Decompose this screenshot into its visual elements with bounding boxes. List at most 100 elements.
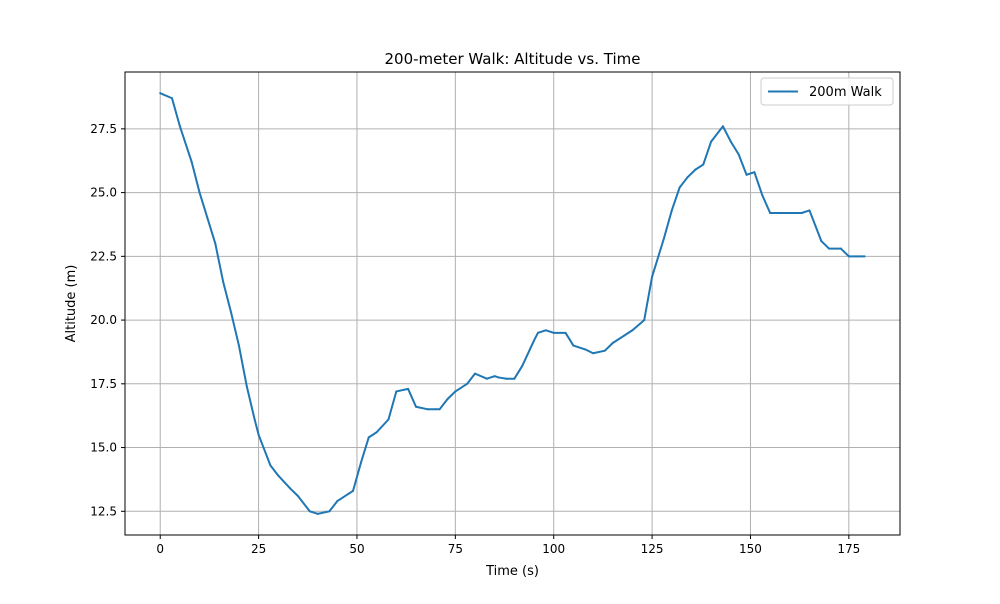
data-point (643, 319, 646, 322)
data-point (414, 405, 417, 408)
data-point (505, 377, 508, 380)
data-point (328, 510, 331, 513)
data-point (808, 209, 811, 212)
y-tick-label: 15.0 (90, 441, 117, 455)
legend: 200m Walk (760, 77, 894, 106)
data-point (761, 194, 764, 197)
data-point (686, 176, 689, 179)
data-point (289, 487, 292, 490)
x-tick-label: 25 (251, 542, 266, 556)
data-point (828, 247, 831, 250)
y-axis-label: Altitude (m) (64, 265, 79, 343)
data-point (474, 372, 477, 375)
y-tick-label: 12.5 (90, 504, 117, 518)
data-point (745, 173, 748, 176)
data-point (631, 329, 634, 332)
data-point (171, 97, 174, 100)
data-point (434, 408, 437, 411)
data-point (584, 348, 587, 351)
data-point (222, 280, 225, 283)
data-point (820, 240, 823, 243)
data-point (552, 331, 555, 334)
series-lines (159, 92, 866, 515)
data-point (159, 92, 162, 95)
x-tick-label: 125 (641, 542, 664, 556)
data-point (623, 334, 626, 337)
data-point (308, 510, 311, 513)
data-point (729, 140, 732, 143)
data-point (839, 247, 842, 250)
data-point (788, 211, 791, 214)
data-point (592, 352, 595, 355)
data-point (737, 153, 740, 156)
data-point (572, 344, 575, 347)
data-point (395, 390, 398, 393)
data-point (493, 375, 496, 378)
data-point (446, 398, 449, 401)
x-tick-label: 75 (448, 542, 463, 556)
x-axis-label: Time (s) (485, 564, 539, 579)
data-point (710, 140, 713, 143)
data-point (178, 125, 181, 128)
data-point (269, 464, 272, 467)
x-tick-label: 0 (156, 542, 164, 556)
data-point (426, 408, 429, 411)
y-tick-label: 17.5 (90, 377, 117, 391)
data-point (769, 211, 772, 214)
data-point (863, 255, 866, 258)
data-point (521, 364, 524, 367)
data-point (454, 390, 457, 393)
data-point (780, 211, 783, 214)
data-point (721, 125, 724, 128)
data-point (611, 342, 614, 345)
data-point (702, 163, 705, 166)
x-tick-label: 150 (739, 542, 762, 556)
series-points (159, 92, 866, 515)
data-point (847, 255, 850, 258)
data-point (253, 418, 256, 421)
data-point (513, 377, 516, 380)
data-point (190, 161, 193, 163)
data-point (564, 331, 567, 334)
y-tick-label: 25.0 (90, 186, 117, 200)
x-tick-label: 175 (837, 542, 860, 556)
x-tick-label: 50 (349, 542, 364, 556)
data-point (753, 171, 756, 174)
grid-lines (125, 72, 900, 535)
data-point (800, 211, 803, 214)
data-point (359, 461, 362, 464)
data-point (678, 186, 681, 189)
data-point (438, 408, 441, 411)
data-point (206, 217, 209, 220)
data-point (497, 376, 500, 379)
y-tick-label: 22.5 (90, 249, 117, 263)
y-tick-label: 20.0 (90, 313, 117, 327)
legend-box (760, 77, 894, 106)
data-point (336, 500, 339, 503)
plot-frame (124, 71, 901, 536)
data-point (387, 418, 390, 421)
data-point (544, 329, 547, 332)
data-point (536, 331, 539, 334)
data-point (662, 237, 665, 240)
data-point (466, 382, 469, 385)
data-point (375, 431, 378, 434)
data-point (603, 349, 606, 352)
data-point (352, 489, 355, 492)
data-point (230, 311, 233, 314)
data-point (237, 344, 240, 347)
data-point (348, 492, 351, 495)
data-point (694, 168, 697, 171)
data-point (214, 242, 217, 245)
data-point (245, 385, 248, 388)
data-point (316, 512, 319, 515)
data-point (670, 209, 673, 212)
data-point (407, 387, 410, 390)
x-tick-label: 100 (542, 542, 565, 556)
data-point (277, 474, 280, 477)
axis-ticks: 0 25 50 75 100 125 150 175 12.5 15.0 17.5 20.0 22.5 2… (90, 122, 860, 556)
data-point (296, 494, 299, 497)
data-point (198, 191, 201, 194)
